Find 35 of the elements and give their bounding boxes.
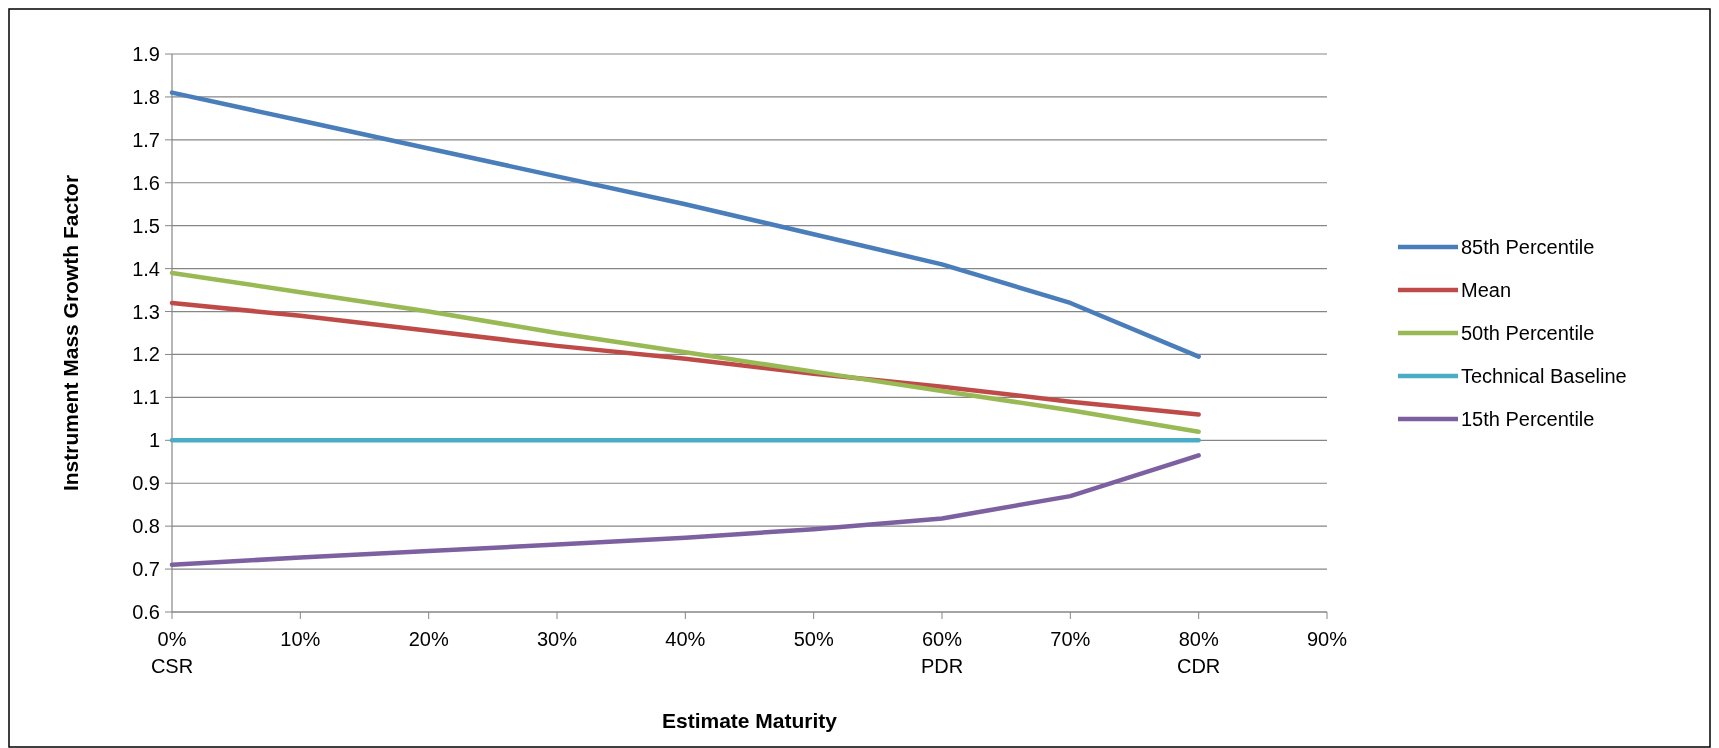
y-tick-label: 1.3 — [132, 300, 160, 323]
x-tick-label: 70% — [1050, 628, 1091, 650]
legend-label: 15th Percentile — [1461, 408, 1595, 430]
y-axis-title: Instrument Mass Growth Factor — [59, 174, 82, 492]
y-tick-label: 0.6 — [132, 601, 160, 623]
y-tick-label: 1.5 — [132, 214, 160, 237]
legend-label: 85th Percentile — [1461, 236, 1595, 258]
y-tick-label: 1.8 — [132, 85, 160, 108]
x-axis-title: Estimate Maturity — [661, 709, 838, 732]
x-tick-label: 10% — [280, 628, 321, 650]
y-tick-label: 0.8 — [132, 515, 160, 538]
y-tick-label: 1.6 — [132, 171, 160, 194]
x-tick-label: 20% — [408, 628, 449, 650]
line-series — [169, 270, 1201, 434]
legend-label: 50th Percentile — [1461, 322, 1595, 344]
x-tick-label: 30% — [536, 628, 578, 650]
y-tick-label: 1.1 — [132, 386, 160, 409]
x-tick-label: 40% — [665, 628, 706, 650]
y-tick-label: 1.9 — [132, 43, 160, 65]
x-tick-label: 0% CSR — [150, 628, 194, 677]
x-tick-label: 80% CDR — [1176, 628, 1221, 677]
line-series — [169, 90, 1201, 359]
y-tick-label: 1.2 — [132, 343, 160, 366]
y-tick-label: 1.7 — [132, 128, 160, 151]
x-tick-label: 60% PDR — [920, 628, 964, 677]
legend-label: Mean — [1461, 279, 1512, 301]
y-tick-label: 0.9 — [132, 472, 160, 495]
x-tick-label: 90% — [1306, 628, 1348, 650]
legend-label: Technical Baseline — [1461, 365, 1627, 387]
x-tick-label: 50% — [793, 628, 834, 650]
line-series — [169, 453, 1201, 568]
y-tick-label: 1 — [148, 429, 160, 452]
line-series — [169, 300, 1201, 417]
y-tick-label: 0.7 — [132, 558, 160, 581]
y-tick-label: 1.4 — [132, 257, 160, 280]
